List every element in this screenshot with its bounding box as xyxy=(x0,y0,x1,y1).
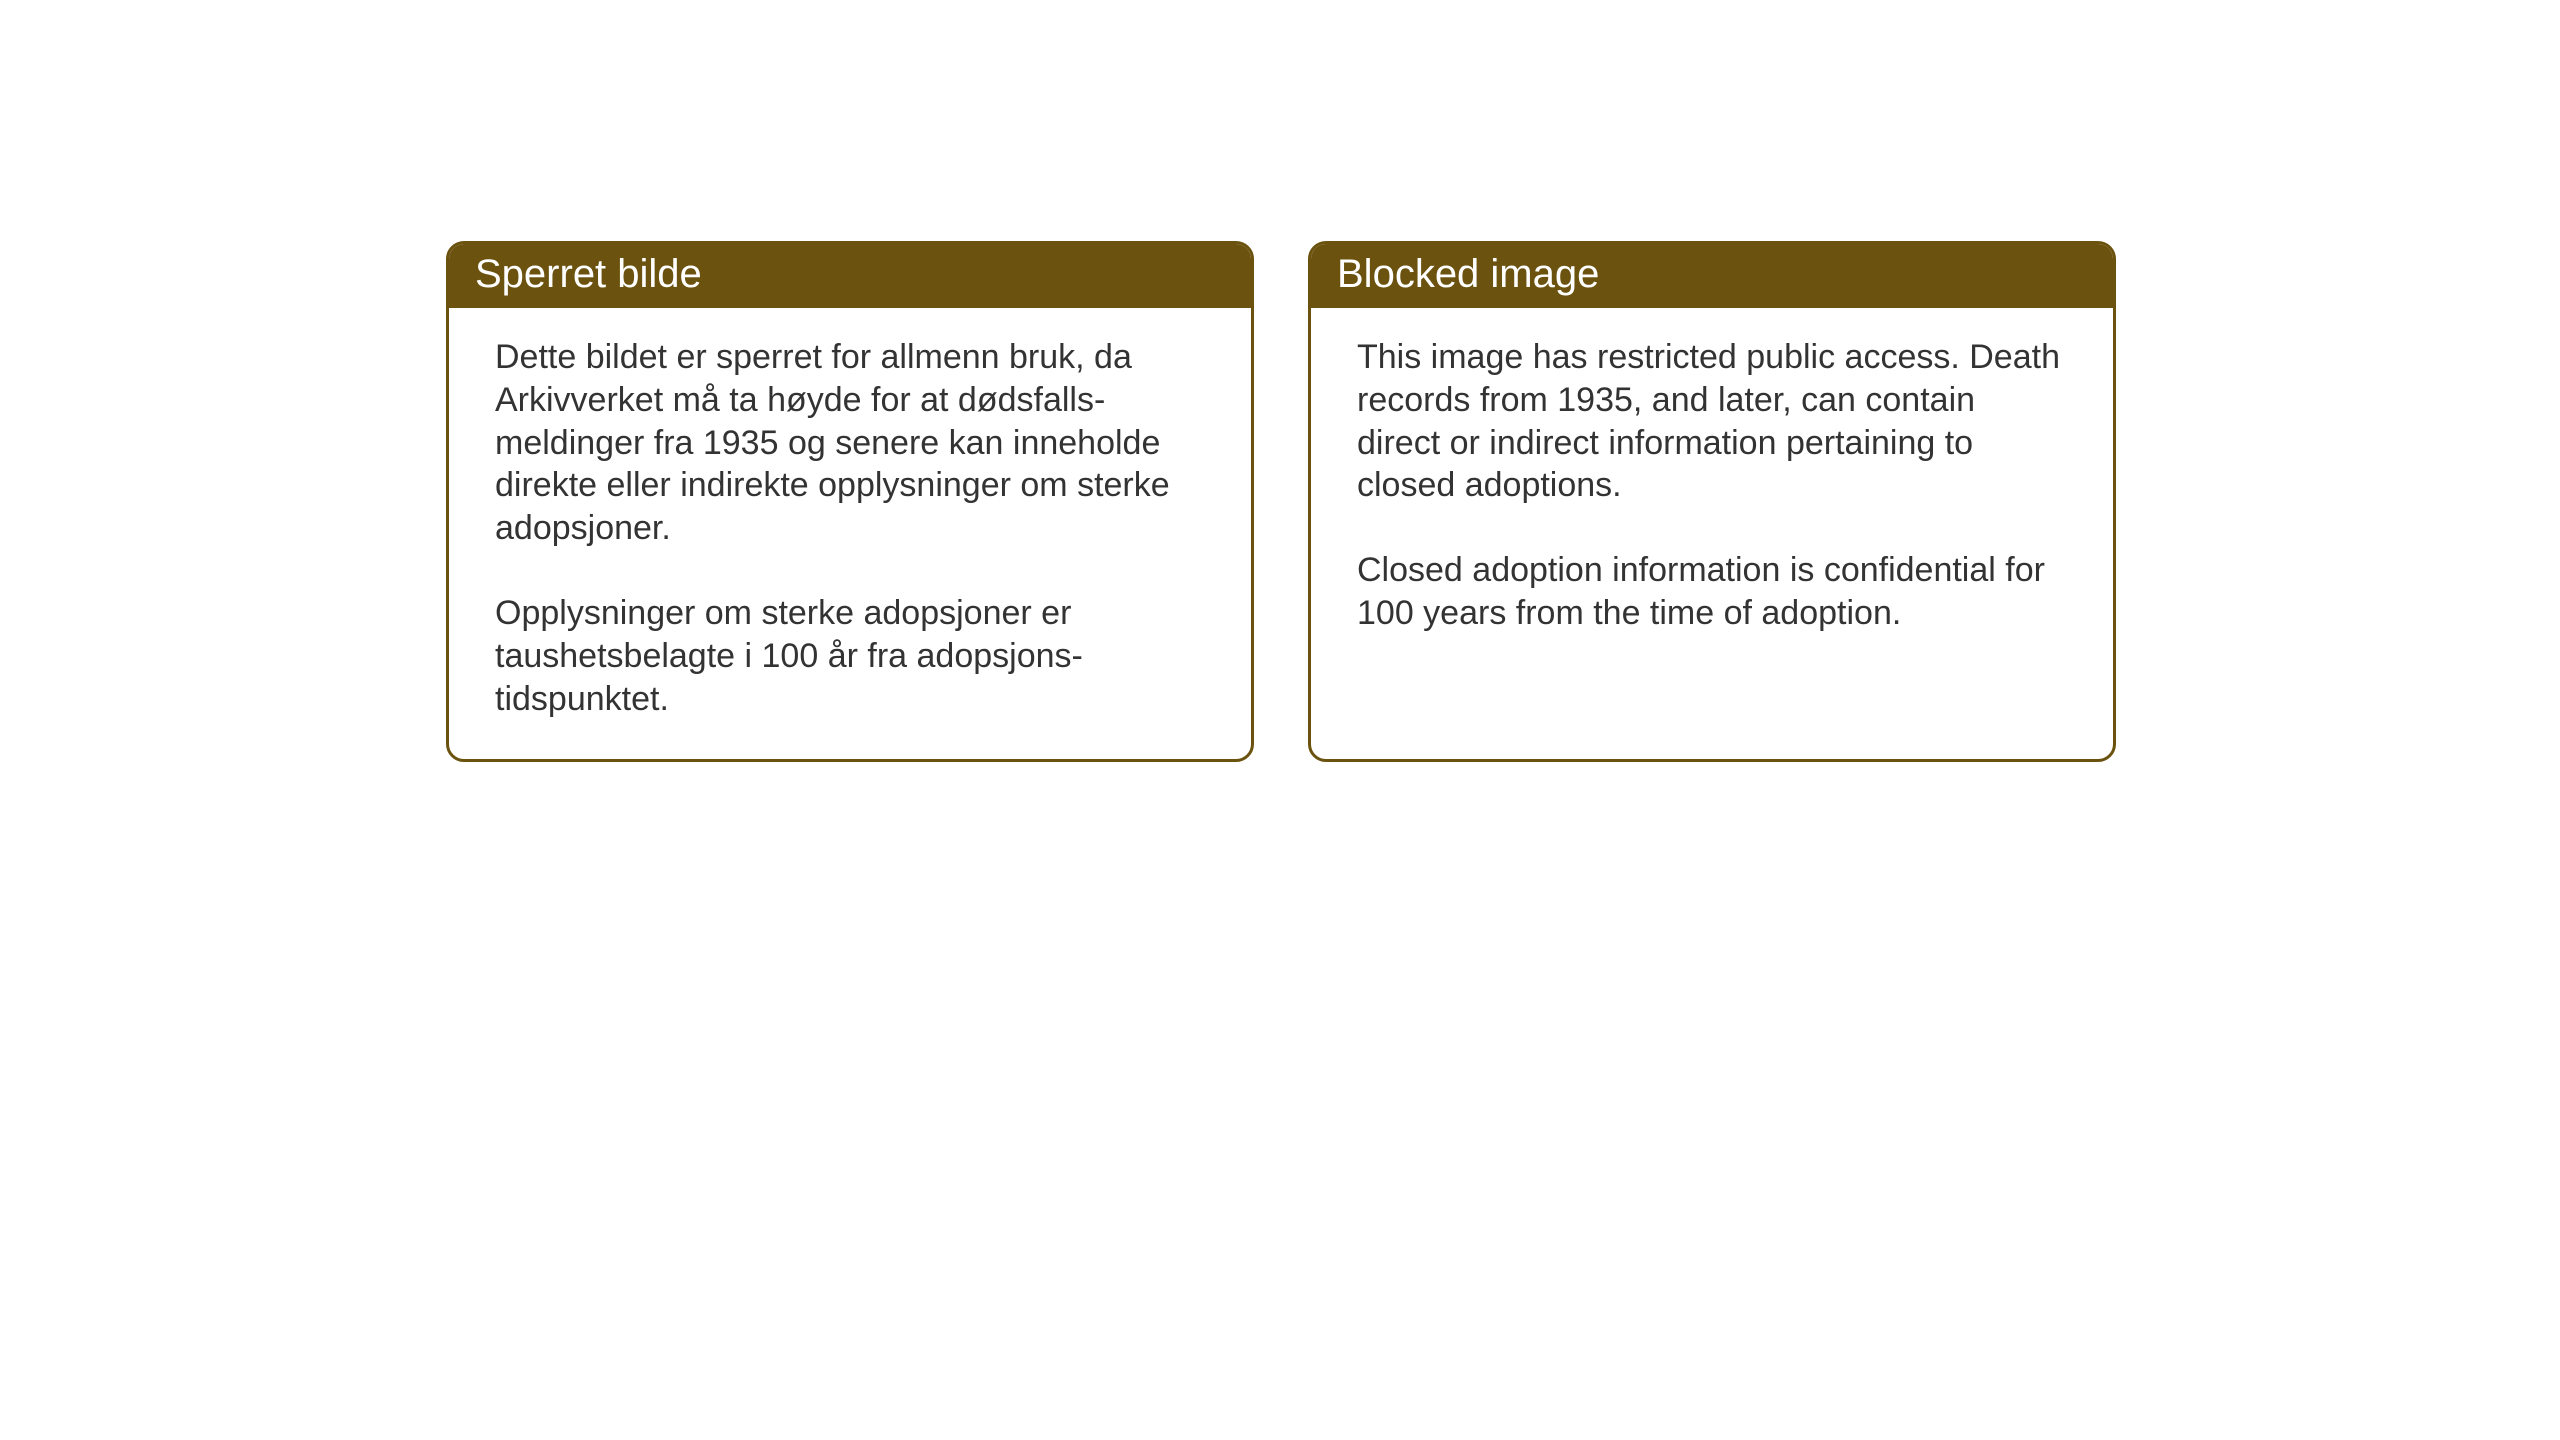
card-title-english: Blocked image xyxy=(1337,252,1599,296)
notice-cards-container: Sperret bilde Dette bildet er sperret fo… xyxy=(446,241,2116,762)
paragraph-1-norwegian: Dette bildet er sperret for allmenn bruk… xyxy=(495,336,1205,550)
notice-card-english: Blocked image This image has restricted … xyxy=(1308,241,2116,762)
card-body-english: This image has restricted public access.… xyxy=(1311,308,2113,673)
card-header-english: Blocked image xyxy=(1311,244,2113,308)
card-header-norwegian: Sperret bilde xyxy=(449,244,1251,308)
paragraph-1-english: This image has restricted public access.… xyxy=(1357,336,2067,507)
card-body-norwegian: Dette bildet er sperret for allmenn bruk… xyxy=(449,308,1251,759)
paragraph-2-english: Closed adoption information is confident… xyxy=(1357,549,2067,635)
notice-card-norwegian: Sperret bilde Dette bildet er sperret fo… xyxy=(446,241,1254,762)
card-title-norwegian: Sperret bilde xyxy=(475,252,702,296)
paragraph-2-norwegian: Opplysninger om sterke adopsjoner er tau… xyxy=(495,592,1205,720)
